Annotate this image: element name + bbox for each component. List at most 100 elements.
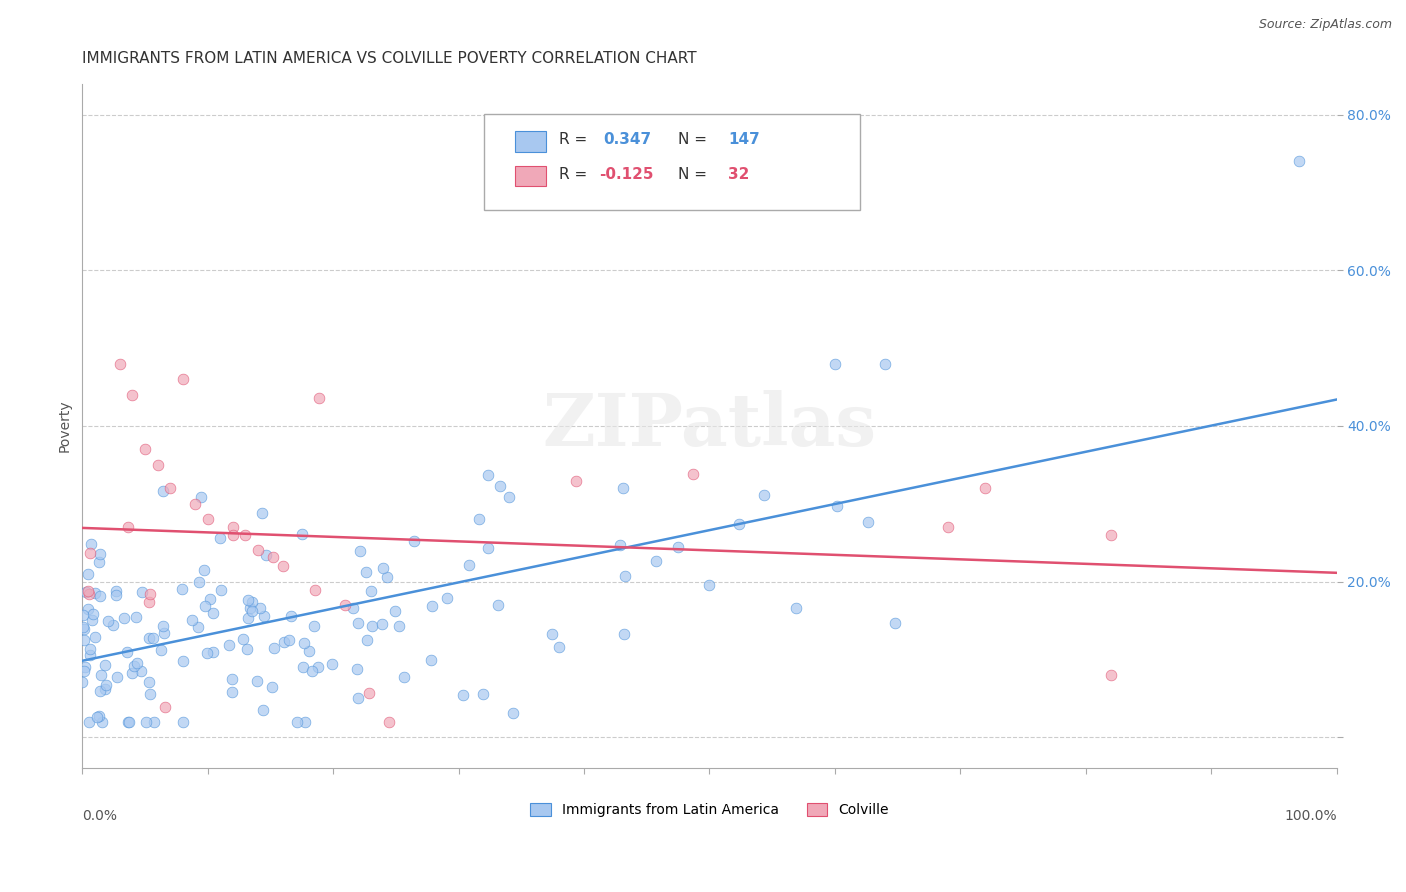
Immigrants from Latin America xyxy=(221,684,243,698)
Colville xyxy=(108,357,131,371)
Immigrants from Latin America xyxy=(347,616,370,631)
Immigrants from Latin America xyxy=(138,674,160,689)
Immigrants from Latin America xyxy=(131,664,153,678)
Immigrants from Latin America xyxy=(94,657,117,672)
Immigrants from Latin America xyxy=(86,710,108,724)
Colville xyxy=(936,520,959,534)
Immigrants from Latin America xyxy=(697,578,720,592)
Text: ZIPatlas: ZIPatlas xyxy=(543,391,876,461)
Immigrants from Latin America xyxy=(89,684,111,698)
Immigrants from Latin America xyxy=(90,714,112,729)
Immigrants from Latin America xyxy=(72,674,94,689)
Immigrants from Latin America xyxy=(122,658,145,673)
Immigrants from Latin America xyxy=(361,618,384,632)
Immigrants from Latin America xyxy=(131,585,153,599)
Colville xyxy=(304,583,326,598)
Immigrants from Latin America xyxy=(83,586,105,600)
Immigrants from Latin America xyxy=(252,703,274,717)
Immigrants from Latin America xyxy=(468,512,491,526)
Immigrants from Latin America xyxy=(236,593,259,607)
Colville xyxy=(184,497,207,511)
Immigrants from Latin America xyxy=(125,610,148,624)
Immigrants from Latin America xyxy=(89,555,111,569)
Immigrants from Latin America xyxy=(498,490,520,504)
Immigrants from Latin America xyxy=(387,619,409,633)
Colville xyxy=(235,528,257,542)
Text: Source: ZipAtlas.com: Source: ZipAtlas.com xyxy=(1258,18,1392,31)
Colville xyxy=(77,587,100,601)
Immigrants from Latin America xyxy=(73,632,96,647)
Immigrants from Latin America xyxy=(321,657,343,672)
Text: 32: 32 xyxy=(728,167,749,182)
Colville xyxy=(222,520,245,534)
Colville xyxy=(134,442,156,457)
Immigrants from Latin America xyxy=(349,543,371,558)
Immigrants from Latin America xyxy=(125,656,148,670)
Immigrants from Latin America xyxy=(451,688,474,702)
Colville xyxy=(271,558,294,573)
Colville xyxy=(357,686,380,700)
Immigrants from Latin America xyxy=(172,714,194,729)
Immigrants from Latin America xyxy=(194,599,217,613)
Immigrants from Latin America xyxy=(301,664,323,678)
Colville xyxy=(121,388,143,402)
Immigrants from Latin America xyxy=(471,687,494,701)
Immigrants from Latin America xyxy=(298,644,321,658)
Immigrants from Latin America xyxy=(94,681,117,696)
Immigrants from Latin America xyxy=(858,515,880,529)
Immigrants from Latin America xyxy=(97,614,120,628)
Immigrants from Latin America xyxy=(82,613,104,627)
Text: IMMIGRANTS FROM LATIN AMERICA VS COLVILLE POVERTY CORRELATION CHART: IMMIGRANTS FROM LATIN AMERICA VS COLVILL… xyxy=(83,51,697,66)
Immigrants from Latin America xyxy=(79,714,101,729)
Immigrants from Latin America xyxy=(477,468,499,483)
Immigrants from Latin America xyxy=(103,617,125,632)
Immigrants from Latin America xyxy=(457,558,479,573)
Immigrants from Latin America xyxy=(87,709,110,723)
Immigrants from Latin America xyxy=(138,632,160,646)
Text: 0.0%: 0.0% xyxy=(83,809,117,823)
Immigrants from Latin America xyxy=(392,670,415,684)
Immigrants from Latin America xyxy=(420,599,443,614)
Immigrants from Latin America xyxy=(152,483,174,498)
Immigrants from Latin America xyxy=(172,582,194,597)
Immigrants from Latin America xyxy=(79,642,101,657)
Immigrants from Latin America xyxy=(249,601,271,615)
Immigrants from Latin America xyxy=(489,479,512,493)
Immigrants from Latin America xyxy=(668,540,690,554)
Colville xyxy=(308,391,330,405)
Colville xyxy=(682,467,704,481)
Immigrants from Latin America xyxy=(153,625,176,640)
Immigrants from Latin America xyxy=(502,706,524,720)
Immigrants from Latin America xyxy=(277,632,299,647)
Immigrants from Latin America xyxy=(825,499,848,513)
Immigrants from Latin America xyxy=(291,526,314,541)
Immigrants from Latin America xyxy=(75,584,97,599)
Immigrants from Latin America xyxy=(82,607,104,621)
Immigrants from Latin America xyxy=(614,569,637,583)
Colville xyxy=(262,549,284,564)
Immigrants from Latin America xyxy=(252,506,274,520)
Immigrants from Latin America xyxy=(347,690,370,705)
Immigrants from Latin America xyxy=(115,645,138,659)
Colville xyxy=(172,372,194,386)
Immigrants from Latin America xyxy=(221,672,243,686)
Immigrants from Latin America xyxy=(436,591,458,605)
Text: -0.125: -0.125 xyxy=(599,167,654,182)
Colville xyxy=(246,543,269,558)
Colville xyxy=(139,587,162,601)
Text: R =: R = xyxy=(560,132,592,147)
Colville xyxy=(146,458,169,472)
Immigrants from Latin America xyxy=(218,638,240,652)
Immigrants from Latin America xyxy=(135,714,157,729)
Colville xyxy=(153,699,176,714)
Immigrants from Latin America xyxy=(193,563,215,577)
Immigrants from Latin America xyxy=(884,615,907,630)
Legend: Immigrants from Latin America, Colville: Immigrants from Latin America, Colville xyxy=(524,797,894,823)
Immigrants from Latin America xyxy=(302,618,325,632)
Immigrants from Latin America xyxy=(240,594,263,608)
Immigrants from Latin America xyxy=(253,609,276,624)
Immigrants from Latin America xyxy=(728,516,751,531)
Y-axis label: Poverty: Poverty xyxy=(58,400,72,452)
Immigrants from Latin America xyxy=(540,627,562,641)
Text: 0.347: 0.347 xyxy=(603,132,651,147)
